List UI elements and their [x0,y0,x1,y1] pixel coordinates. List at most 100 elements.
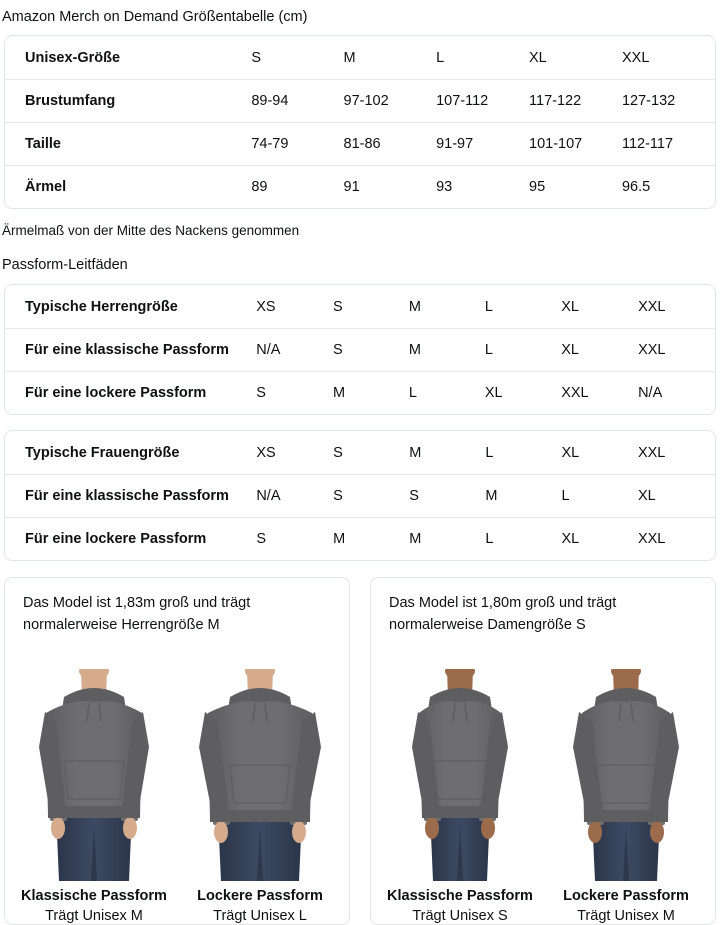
table-row: Für eine klassische Passform N/A S S M L XL [5,474,715,517]
measure-size-header-2: M [343,49,356,66]
hand-right [292,821,306,843]
measure-cell-3-5: 96.5 [621,165,715,208]
drawstring-right [464,702,468,722]
womens-fit-size-header-5: XL [561,444,580,461]
womens-fit-cell-2-2: M [333,517,410,560]
measure-cell-2-1: 74-79 [251,122,344,165]
womens-fit-size-header-6: XXL [637,444,666,461]
measure-cell-2-2: 81-86 [343,122,437,165]
mens-fit-row-label-1: Für eine klassische Passform [5,328,257,371]
fit-size-label: Trägt Unisex L [213,908,307,924]
chin-skin [245,669,275,680]
model-figure-relaxed: Lockere Passform Trägt Unisex M [544,669,709,924]
jeans-seam [91,823,97,881]
drawstring-right [630,702,634,722]
womens-fit-cell-1-1: N/A [256,474,334,517]
womens-fit-cell-1-2: S [333,474,410,517]
measure-cell-2-4: 101-107 [529,122,622,165]
hand-left [51,817,65,839]
mens-fit-header-label: Typische Herrengröße [25,298,178,315]
hoodie-body [419,701,501,817]
mens-fit-cell-2-4: XL [484,371,562,414]
model-cards-row: Das Model ist 1,83m groß und trägt norma… [0,577,720,925]
mens-fit-size-header-6: XXL [638,298,666,315]
measure-cell-3-2: 91 [343,165,437,208]
kangaroo-pocket [63,760,125,800]
model-figure-svg [412,669,508,881]
measure-cell-3-1: 89 [251,165,344,208]
hand-left [214,821,228,843]
model-figure-svg [39,669,149,881]
model-figure-classic: Klassische Passform Trägt Unisex S [378,669,543,924]
womens-fit-cell-2-6: XXL [637,517,715,560]
measure-cell-1-3: 107-112 [436,79,530,122]
measure-cell-1-4: 117-122 [529,79,622,122]
mens-fit-cell-1-5: XL [561,328,639,371]
mens-fit-size-header-3: M [408,298,422,315]
measure-size-header-5: XXL [621,49,650,66]
drawstring-left [252,702,256,722]
womens-fit-size-header-1: XS [256,444,276,461]
hand-left [425,817,439,839]
hand-right [123,817,137,839]
womens-fit-cell-1-5: L [561,474,638,517]
hoodie-body [582,701,670,821]
sleeve-note: Ärmelmaß von der Mitte des Nackens genom… [2,223,300,238]
womens-fit-cell-1-4: M [485,474,562,517]
table-header-row: Unisex-Größe S M L XL XXL [5,36,715,79]
table-row: Für eine klassische Passform N/A S M L XL XXL [5,328,715,371]
model-figure-relaxed: Lockere Passform Trägt Unisex L [178,669,343,924]
hoodie-sleeve-left [39,712,67,819]
womens-fit-size-header-4: L [485,444,494,461]
mens-fit-cell-1-2: S [332,328,409,371]
measure-cell-3-3: 93 [436,165,530,208]
drawstring-left [86,702,90,722]
kangaroo-pocket [595,764,657,804]
hoodie-sleeve-right [648,712,679,823]
jeans-seam [623,827,629,881]
measure-cell-1-2: 97-102 [343,79,437,122]
mens-fit-size-header-5: XL [561,298,579,315]
measure-size-header-3: L [436,49,445,66]
womens-fit-cell-1-6: XL [637,474,715,517]
fit-guides-heading: Passform-Leitfäden [2,257,128,273]
womens-fit-size-header-3: M [409,444,422,461]
jeans-seam [257,827,263,881]
mens-fit-cell-2-2: M [332,371,409,414]
measurements-table: Unisex-Größe S M L XL XXL Brustumfang 89-94 97-1… [4,35,716,209]
mens-fit-cell-1-3: M [408,328,485,371]
fit-name-label: Klassische Passform [21,888,167,904]
model-figure-classic: Klassische Passform Trägt Unisex M [12,669,177,924]
measure-row-label-2: Taille [5,122,252,165]
fit-size-label: Trägt Unisex M [45,908,143,924]
jeans-seam [457,823,463,881]
drawstring-right [264,702,268,722]
hoodie-body [46,701,142,817]
model-card-1: Das Model ist 1,83m groß und trägt norma… [4,577,350,925]
measure-cell-2-3: 91-97 [436,122,530,165]
womens-fit-size-header-2: S [333,444,343,461]
measure-header-label: Unisex-Größe [25,49,121,66]
mens-fit-cell-1-1: N/A [256,328,333,371]
mens-fit-cell-2-6: N/A [638,371,715,414]
mens-fit-size-header-4: L [484,298,493,315]
table-row: Für eine lockere Passform S M L XL XXL N/A [5,371,715,414]
drawstring-left [618,702,622,722]
womens-fit-cell-1-3: S [409,474,486,517]
hoodie-sleeve-right [290,712,321,823]
womens-fit-cell-2-5: XL [561,517,638,560]
waistband [422,806,498,818]
measure-size-header-1: S [251,49,261,66]
measure-cell-2-5: 112-117 [621,122,715,165]
model-card-caption: Das Model ist 1,83m groß und trägt norma… [23,595,251,633]
measurements-table-body: Unisex-Größe S M L XL XXL Brustumfang 89-94 97-1… [5,36,715,208]
fit-name-label: Lockere Passform [197,888,323,904]
mens-fit-cell-2-3: L [408,371,485,414]
mens-fit-size-header-2: S [332,298,343,315]
measure-cell-1-5: 127-132 [621,79,715,122]
table-row: Taille 74-79 81-86 91-97 101-107 112-117 [5,122,715,165]
table-header-row: Typische Frauengröße XS S M L XL XXL [5,431,715,474]
mens-fit-cell-1-4: L [484,328,562,371]
measure-cell-1-1: 89-94 [251,79,344,122]
